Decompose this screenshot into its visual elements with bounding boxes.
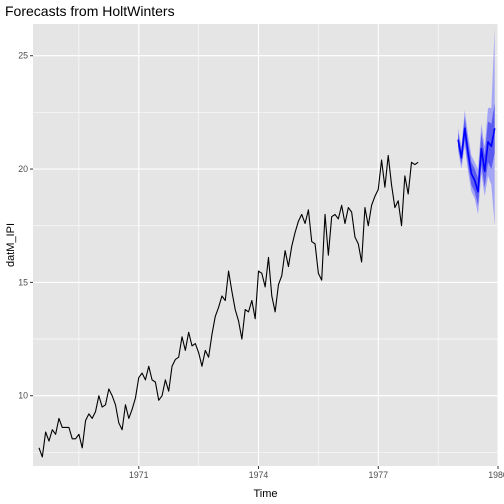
y-tick-label: 10 [18,391,28,401]
x-tick-label: 1977 [368,470,388,480]
x-tick-label: 1971 [129,470,149,480]
plot-panel [33,24,498,466]
y-tick-label: 15 [18,277,28,287]
y-tick-label: 20 [18,164,28,174]
y-tick-label: 25 [18,51,28,61]
x-axis: 1971 1974 1977 1980 [129,466,504,480]
x-tick-label: 1974 [249,470,269,480]
x-axis-title: Time [253,488,277,500]
y-axis-title: datM_IPI [5,223,17,267]
y-axis: 10 15 20 25 [18,51,33,401]
x-tick-label: 1980 [488,470,504,480]
chart-title: Forecasts from HoltWinters [5,3,175,19]
